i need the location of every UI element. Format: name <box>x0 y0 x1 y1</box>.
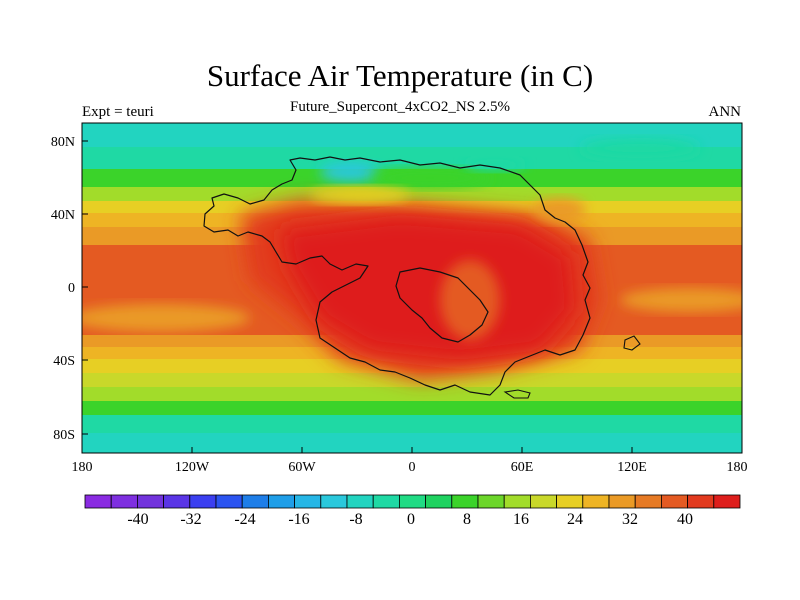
colorbar-swatch <box>556 494 584 509</box>
colorbar-swatch <box>241 494 269 509</box>
colorbar-label: 0 <box>407 511 415 528</box>
season-label: ANN <box>708 104 742 120</box>
lat-tick-label: 80N <box>51 135 75 150</box>
lon-tick-label: 120E <box>617 460 647 475</box>
lon-tick-label: 0 <box>409 460 416 475</box>
map-subtitle: Future_Supercont_4xCO2_NS 2.5% <box>290 99 510 115</box>
colorbar-swatch <box>136 494 164 509</box>
colorbar-label: -32 <box>180 511 201 528</box>
colorbar-swatch <box>687 494 715 509</box>
colorbar-swatch <box>163 494 191 509</box>
colorbar-swatch <box>346 494 374 509</box>
colorbar-swatch <box>84 494 112 509</box>
colorbar-swatch <box>634 494 662 509</box>
lat-tick-label: 40N <box>51 208 75 223</box>
lon-tick-label: 60W <box>288 460 316 475</box>
colorbar-label: 32 <box>622 511 638 528</box>
colorbar-swatch <box>503 494 531 509</box>
colorbar-swatch <box>661 494 689 509</box>
lat-tick-label: 0 <box>68 281 75 296</box>
colorbar-swatch <box>713 494 741 509</box>
colorbar-label: -8 <box>349 511 362 528</box>
colorbar-label: -40 <box>127 511 148 528</box>
colorbar-swatch <box>608 494 636 509</box>
colorbar-label: 40 <box>677 511 693 528</box>
lon-tick-label: 180 <box>727 460 748 475</box>
colorbar-swatch <box>425 494 453 509</box>
lat-tick-label: 40S <box>53 354 75 369</box>
lon-tick-label: 180 <box>72 460 93 475</box>
experiment-label: Expt = teuri <box>82 104 154 120</box>
colorbar-swatch <box>372 494 400 509</box>
lon-tick-label: 120W <box>175 460 210 475</box>
colorbar-swatch <box>267 494 295 509</box>
longitude-axis: 180 120W 60W 0 60E 120E 180 <box>72 447 748 475</box>
colorbar-swatch <box>215 494 243 509</box>
colorbar-swatch <box>110 494 138 509</box>
lat-tick-label: 80S <box>53 428 75 443</box>
colorbar-swatch <box>189 494 217 509</box>
temperature-field <box>82 123 742 453</box>
colorbar-label: -24 <box>234 511 255 528</box>
colorbar-swatch <box>582 494 610 509</box>
colorbar-swatch <box>451 494 479 509</box>
colorbar-swatch <box>320 494 348 509</box>
colorbar-swatch <box>398 494 426 509</box>
map-title: Surface Air Temperature (in C) <box>206 58 594 93</box>
colorbar-swatch <box>530 494 558 509</box>
colorbar-label: 16 <box>513 511 529 528</box>
colorbar-swatch <box>477 494 505 509</box>
latitude-axis: 80N 40N 0 40S 80S <box>51 135 88 443</box>
continent-outline <box>203 156 591 396</box>
lon-tick-label: 60E <box>511 460 534 475</box>
colorbar-swatch <box>294 494 322 509</box>
colorbar: -40 -32 -24 -16 -8 0 8 16 24 32 40 <box>84 494 741 528</box>
colorbar-label: 24 <box>567 511 583 528</box>
colorbar-label: 8 <box>463 511 471 528</box>
island-outline <box>503 335 641 399</box>
colorbar-label: -16 <box>288 511 309 528</box>
